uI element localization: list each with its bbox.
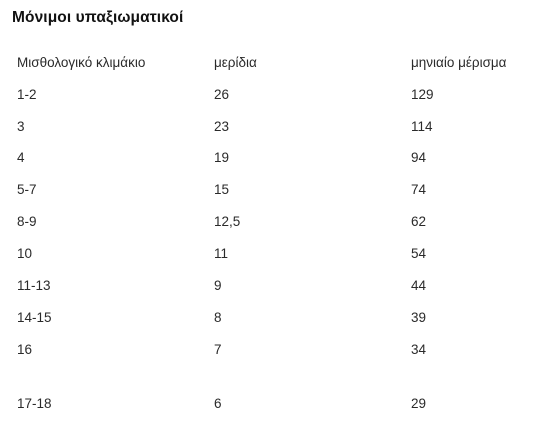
table-cell-scale: 3 bbox=[17, 119, 25, 134]
table-cell-dividend: 29 bbox=[411, 396, 427, 411]
table-cell-scale: 17-18 bbox=[17, 396, 52, 411]
table-cell-shares: 11 bbox=[214, 246, 229, 261]
table-cell-scale: 14-15 bbox=[17, 310, 52, 325]
table-cell-shares: 9 bbox=[214, 278, 222, 293]
column-header-monthly-dividend: μηνιαίο μέρισμα bbox=[411, 55, 507, 70]
table-cell-dividend: 34 bbox=[411, 342, 427, 357]
table-cell-shares: 8 bbox=[214, 310, 222, 325]
table-cell-dividend: 94 bbox=[411, 150, 427, 165]
table-cell-shares: 19 bbox=[214, 150, 230, 165]
table-cell-scale: 1-2 bbox=[17, 87, 37, 102]
table-cell-scale: 8-9 bbox=[17, 214, 37, 229]
table-cell-shares: 15 bbox=[214, 182, 230, 197]
table-cell-dividend: 44 bbox=[411, 278, 427, 293]
table-cell-shares: 23 bbox=[214, 119, 230, 134]
table-cell-shares: 26 bbox=[214, 87, 230, 102]
table-cell-dividend: 114 bbox=[411, 119, 433, 134]
page-title: Μόνιμοι υπαξιωματικοί bbox=[12, 9, 184, 26]
table-cell-scale: 10 bbox=[17, 246, 33, 261]
column-header-scale: Μισθολογικό κλιμάκιο bbox=[17, 55, 146, 70]
table-cell-scale: 4 bbox=[17, 150, 25, 165]
column-header-shares: μερίδια bbox=[214, 55, 257, 70]
table-cell-dividend: 74 bbox=[411, 182, 427, 197]
table-cell-scale: 5-7 bbox=[17, 182, 37, 197]
table-cell-dividend: 54 bbox=[411, 246, 427, 261]
table-cell-scale: 16 bbox=[17, 342, 33, 357]
table-cell-shares: 7 bbox=[214, 342, 222, 357]
table-cell-shares: 12,5 bbox=[214, 214, 241, 229]
table-cell-scale: 11-13 bbox=[17, 278, 51, 293]
table-cell-dividend: 129 bbox=[411, 87, 434, 102]
table-cell-dividend: 62 bbox=[411, 214, 427, 229]
table-cell-shares: 6 bbox=[214, 396, 222, 411]
table-cell-dividend: 39 bbox=[411, 310, 427, 325]
